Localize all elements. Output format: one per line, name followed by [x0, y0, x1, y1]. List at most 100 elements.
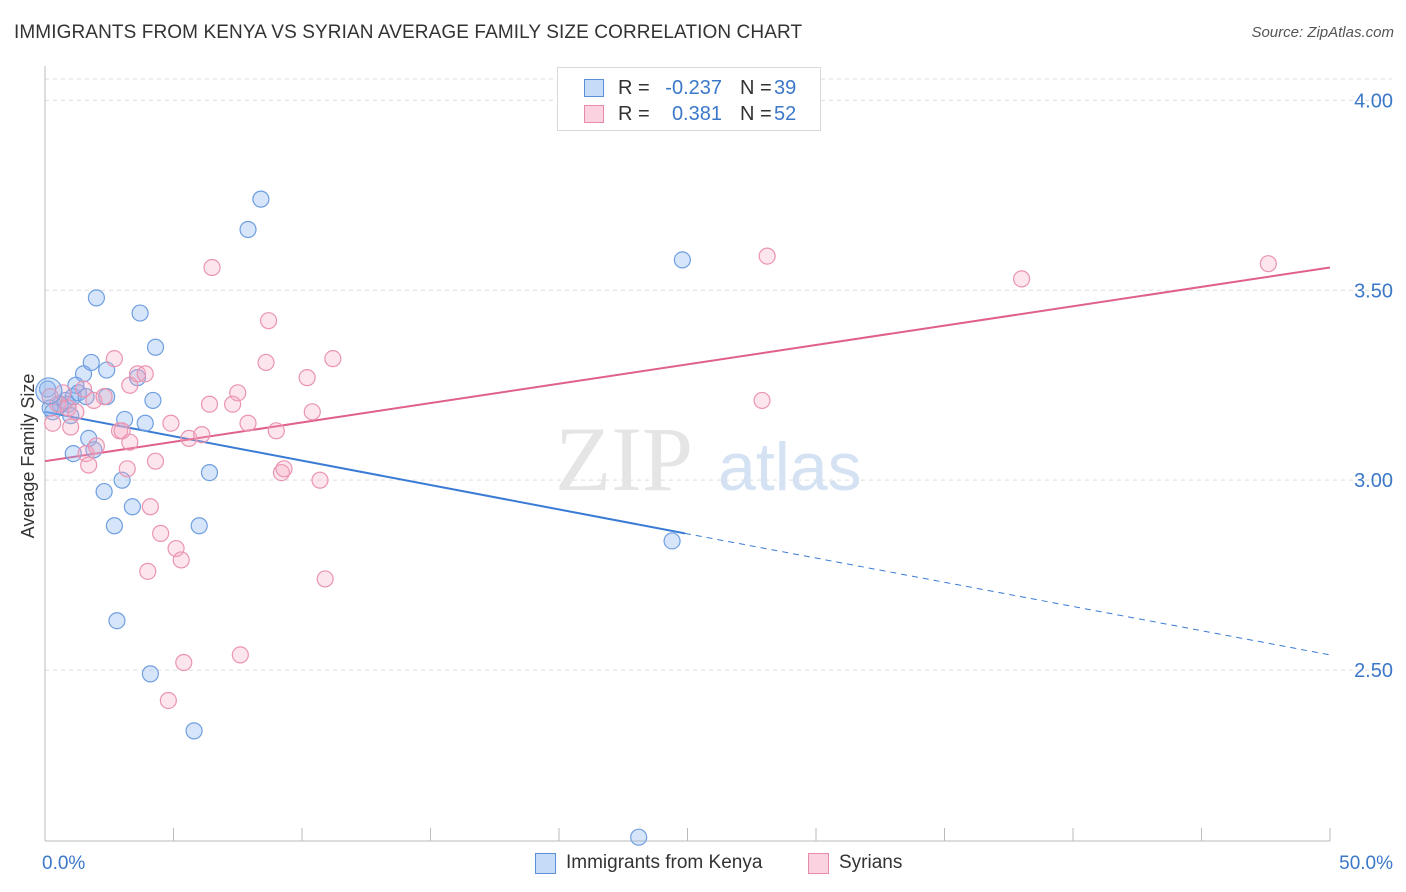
series-swatch-kenya [535, 852, 556, 874]
trend-lines [44, 266, 1331, 656]
legend-swatch-syrians [584, 105, 604, 123]
legend-n-value: 52 [774, 102, 797, 125]
point-syrians [87, 437, 106, 455]
axis-labels: 2.50 3.00 3.50 4.00 0.0% 50.0% Average Family … [18, 90, 1393, 874]
data-points [35, 190, 1277, 846]
series-swatch-syrians [808, 852, 829, 874]
watermark: ZIP atlas [555, 408, 862, 510]
legend-row-syrians: R = 0.381 N = 52 [584, 102, 796, 126]
point-syrians [85, 391, 103, 410]
point-kenya [35, 377, 63, 405]
point-syrians [180, 429, 198, 448]
series-label-kenya: Immigrants from Kenya [566, 852, 763, 873]
point-syrians [118, 460, 136, 478]
point-syrians [139, 562, 157, 580]
point-kenya [108, 612, 126, 630]
point-syrians [311, 471, 329, 489]
chart-title: IMMIGRANTS FROM KENYA VS SYRIAN AVERAGE … [14, 22, 803, 43]
point-syrians [159, 691, 177, 710]
trend-line-syrians [44, 266, 1331, 463]
point-syrians [231, 646, 249, 664]
point-kenya [64, 445, 82, 463]
point-kenya [105, 517, 123, 535]
point-syrians [275, 460, 293, 478]
point-syrians [175, 653, 193, 672]
x-tick-label: 0.0% [42, 853, 85, 874]
point-kenya [146, 338, 165, 356]
point-syrians [257, 353, 275, 372]
watermark-zip: ZIP [555, 408, 693, 510]
x-tick-label: 50.0% [1339, 853, 1393, 874]
legend-n-label: N = [740, 76, 772, 99]
point-syrians [193, 426, 211, 444]
series-legend-syrians: Syrians [808, 852, 902, 874]
point-syrians [1012, 270, 1031, 288]
point-syrians [74, 380, 93, 398]
point-syrians [200, 395, 219, 413]
series-legend-kenya: Immigrants from Kenya [535, 852, 762, 874]
point-syrians [267, 422, 285, 440]
point-kenya [239, 220, 257, 239]
series-legend: Immigrants from Kenya Syrians [0, 852, 1406, 878]
legend-n-label: N = [740, 102, 772, 125]
y-tick-label: 2.50 [1354, 660, 1393, 682]
point-syrians [203, 258, 221, 277]
point-syrians [758, 247, 776, 265]
y-tick-label: 4.00 [1354, 90, 1393, 112]
point-syrians [44, 414, 62, 432]
legend-swatch-kenya [584, 79, 604, 97]
legend-n-value: 39 [774, 76, 797, 99]
axes [44, 66, 1331, 842]
point-syrians [95, 388, 113, 406]
point-kenya [82, 353, 100, 372]
gridlines [45, 78, 1392, 671]
point-kenya [673, 251, 691, 269]
point-syrians [62, 418, 80, 436]
point-syrians [753, 391, 771, 410]
point-syrians [259, 312, 278, 330]
point-syrians [324, 350, 342, 368]
point-syrians [162, 414, 180, 432]
point-kenya [663, 532, 681, 550]
point-syrians [316, 570, 334, 588]
point-kenya [630, 828, 648, 846]
y-axis-label: Average Family Size [18, 374, 38, 539]
point-syrians [152, 524, 170, 542]
point-kenya [87, 289, 106, 307]
point-kenya [144, 391, 162, 410]
watermark-atlas: atlas [718, 429, 862, 505]
source-attribution: Source: ZipAtlas.com [1251, 24, 1394, 41]
point-syrians [239, 414, 257, 432]
point-kenya [123, 498, 141, 516]
point-kenya [252, 190, 270, 208]
point-syrians [67, 403, 85, 421]
point-kenya [136, 414, 154, 432]
point-kenya [200, 463, 219, 482]
point-kenya [185, 722, 203, 740]
point-syrians [80, 456, 98, 474]
point-syrians [229, 384, 247, 402]
point-kenya [131, 304, 149, 322]
point-kenya [190, 517, 208, 535]
point-syrians [172, 551, 190, 569]
trend-line-kenya-extension [684, 532, 1331, 656]
point-syrians [105, 350, 123, 368]
legend-r-label: R = [618, 76, 650, 99]
point-syrians [141, 498, 159, 516]
point-syrians [136, 365, 154, 383]
point-syrians [54, 384, 72, 402]
y-tick-label: 3.00 [1354, 470, 1393, 492]
point-syrians [298, 369, 316, 387]
correlation-legend: R = -0.237 N = 39 R = 0.381 N = 52 [557, 67, 821, 131]
legend-r-value: -0.237 [665, 76, 722, 99]
trend-line-kenya [44, 410, 686, 535]
point-syrians [146, 452, 165, 470]
point-syrians [303, 403, 321, 421]
legend-r-value: 0.381 [671, 102, 722, 125]
point-kenya [95, 482, 113, 501]
legend-r-label: R = [618, 102, 650, 125]
y-tick-label: 3.50 [1354, 280, 1393, 302]
point-syrians [121, 433, 139, 451]
point-kenya [141, 665, 159, 683]
